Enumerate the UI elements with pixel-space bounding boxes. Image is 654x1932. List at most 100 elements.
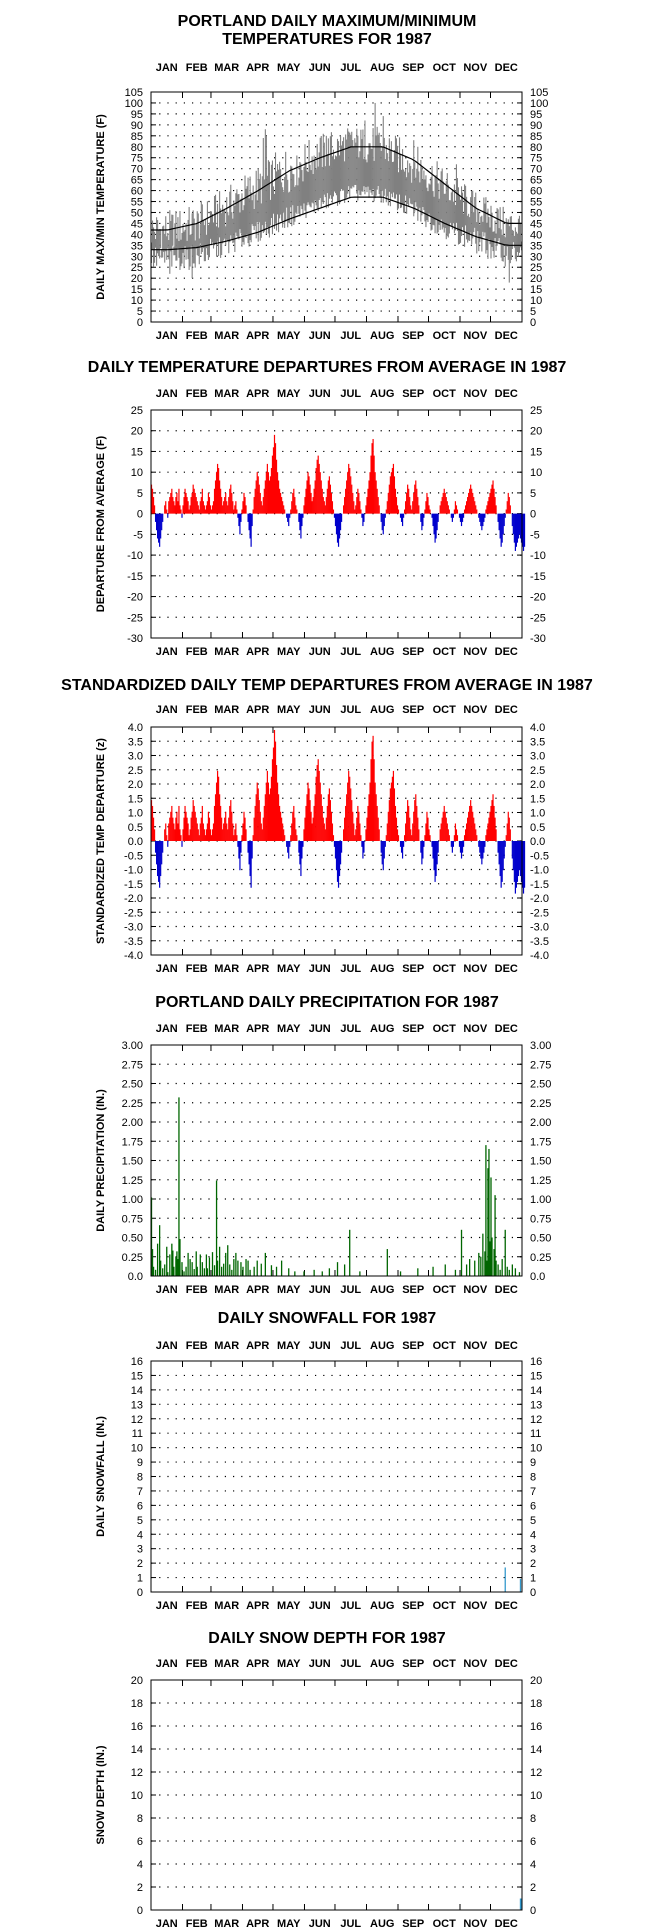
month-label-top: JAN (156, 62, 178, 74)
month-label-bottom: NOV (463, 646, 488, 658)
month-label-top: AUG (370, 1340, 394, 1352)
month-label-top: NOV (463, 388, 488, 400)
temp-range-bars (150, 102, 523, 283)
month-label-bottom: OCT (433, 646, 457, 658)
y-tick-label-left: -25 (127, 612, 143, 624)
month-label-bottom: NOV (463, 963, 488, 975)
y-tick-label-left: -10 (127, 550, 143, 562)
month-label-top: AUG (370, 388, 394, 400)
month-label-bottom: FEB (186, 963, 208, 975)
y-tick-label-left: 20 (131, 1675, 143, 1687)
y-tick-label-left: -3.0 (124, 922, 143, 934)
month-label-top: OCT (433, 1340, 457, 1352)
y-tick-label-left: 1.0 (128, 808, 143, 820)
y-tick-label-left: -0.5 (124, 850, 143, 862)
y-tick-label-right: 75 (530, 153, 542, 165)
y-tick-label-left: 3.0 (128, 751, 143, 763)
month-label-top: FEB (186, 388, 208, 400)
y-tick-label-left: 0.50 (122, 1233, 143, 1245)
y-tick-label-left: 16 (131, 1721, 143, 1733)
month-label-bottom: FEB (186, 1284, 208, 1296)
y-axis-label: DAILY SNOWFALL (IN.) (95, 1416, 107, 1537)
month-label-top: OCT (433, 1023, 457, 1035)
y-tick-label-right: 0 (530, 1905, 536, 1917)
y-tick-label-right: 45 (530, 218, 542, 230)
month-label-top: DEC (495, 1023, 518, 1035)
y-tick-label-left: 75 (131, 153, 143, 165)
y-tick-label-left: -2.0 (124, 893, 143, 905)
month-label-top: FEB (186, 704, 208, 716)
y-tick-label-left: 13 (131, 1399, 143, 1411)
month-label-top: SEP (402, 388, 424, 400)
month-label-top: SEP (402, 1340, 424, 1352)
month-label-top: MAR (214, 62, 239, 74)
month-label-top: JUN (309, 388, 331, 400)
y-tick-label-right: -3.5 (530, 936, 549, 948)
month-label-bottom: MAR (214, 963, 239, 975)
month-label-bottom: NOV (463, 1600, 488, 1612)
y-tick-label-right: 2.25 (530, 1098, 551, 1110)
month-label-bottom: MAR (214, 330, 239, 342)
y-tick-label-left: 95 (131, 109, 143, 121)
month-label-top: JUL (340, 704, 361, 716)
y-tick-label-left: -1.5 (124, 879, 143, 891)
month-label-bottom: JUL (340, 1918, 361, 1930)
y-tick-label-left: 3 (137, 1544, 143, 1556)
y-tick-label-right: 90 (530, 120, 542, 132)
month-label-bottom: DEC (495, 963, 518, 975)
month-label-top: FEB (186, 1340, 208, 1352)
chart-title: DAILY TEMPERATURE DEPARTURES FROM AVERAG… (88, 359, 567, 376)
y-tick-label-right: 20 (530, 273, 542, 285)
month-label-bottom: JUL (340, 330, 361, 342)
y-tick-label-left: 15 (131, 446, 143, 458)
y-tick-label-left: 9 (137, 1457, 143, 1469)
y-tick-label-left: 10 (131, 295, 143, 307)
y-tick-label-right: 10 (530, 295, 542, 307)
month-label-top: MAR (214, 704, 239, 716)
y-tick-label-left: 2.00 (122, 1117, 143, 1129)
month-label-bottom: MAY (277, 1600, 301, 1612)
y-tick-label-left: -30 (127, 633, 143, 645)
y-tick-label-left: 10 (131, 467, 143, 479)
y-tick-label-left: -1.0 (124, 865, 143, 877)
y-tick-label-right: 2.75 (530, 1059, 551, 1071)
month-label-bottom: AUG (370, 1284, 394, 1296)
y-tick-label-left: 14 (131, 1385, 143, 1397)
month-label-bottom: MAY (277, 1284, 301, 1296)
month-label-top: MAR (214, 388, 239, 400)
y-tick-label-right: 8 (530, 1472, 536, 1484)
month-label-top: NOV (463, 1340, 488, 1352)
y-tick-label-left: 5 (137, 306, 143, 318)
y-tick-label-left: 2.5 (128, 765, 143, 777)
y-tick-label-right: 15 (530, 284, 542, 296)
month-label-top: FEB (186, 1023, 208, 1035)
y-tick-label-right: 12 (530, 1414, 542, 1426)
month-label-top: JUL (340, 1340, 361, 1352)
month-label-top: DEC (495, 1658, 518, 1670)
y-tick-label-left: -3.5 (124, 936, 143, 948)
grid (150, 1044, 523, 1277)
y-tick-label-left: 30 (131, 251, 143, 263)
month-label-bottom: NOV (463, 330, 488, 342)
month-label-top: MAR (214, 1340, 239, 1352)
y-tick-label-right: 8 (530, 1813, 536, 1825)
month-label-top: JAN (156, 704, 178, 716)
month-label-bottom: APR (246, 330, 269, 342)
y-tick-label-left: 4 (137, 1859, 143, 1871)
snow-chart: DAILY SNOWFALL FOR 1987 JAN JAN FEB FEB MAR MA… (95, 1310, 542, 1612)
y-tick-label-right: 100 (530, 98, 548, 110)
month-label-bottom: AUG (370, 963, 394, 975)
dep-bars (150, 434, 526, 551)
std-bars (150, 729, 526, 894)
month-label-top: AUG (370, 62, 394, 74)
y-tick-label-left: 0 (137, 1587, 143, 1599)
month-label-top: OCT (433, 388, 457, 400)
y-tick-label-left: 0 (137, 317, 143, 329)
y-tick-label-right: 25 (530, 262, 542, 274)
month-label-top: MAY (277, 388, 301, 400)
y-tick-label-left: 25 (131, 262, 143, 274)
month-label-top: APR (246, 1658, 269, 1670)
month-label-bottom: APR (246, 1600, 269, 1612)
normal-low-line (151, 196, 522, 251)
y-tick-label-right: 65 (530, 175, 542, 187)
